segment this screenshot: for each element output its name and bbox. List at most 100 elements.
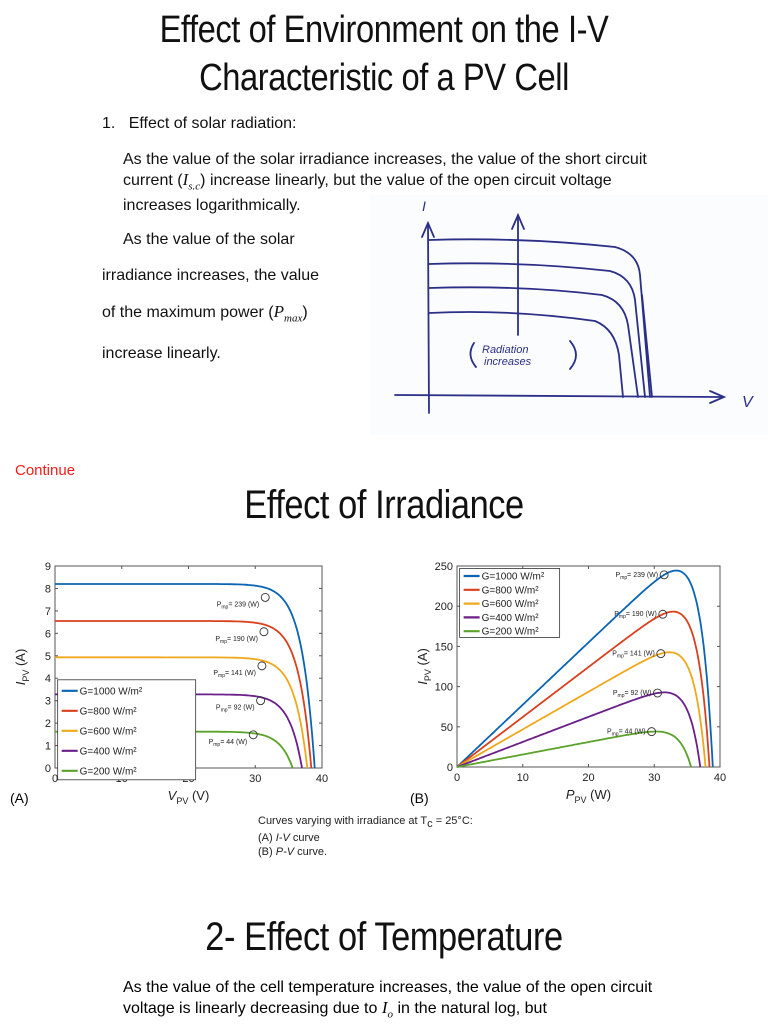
math-io: Io [382,998,394,1021]
text-line: of the maximum power (Pmax) [102,294,362,336]
x-tick-label: 0 [52,773,58,785]
text: As the value of the solar irradiance inc… [123,151,647,189]
series-line [55,620,313,769]
title-line-2: Characteristic of a PV Cell [199,57,569,99]
mpp-marker [653,688,662,698]
list-item-solar-radiation: 1. Effect of solar radiation: [102,114,296,134]
subscript: c [427,818,433,831]
math-symbol: I [182,170,189,189]
mpp-marker [656,649,666,659]
legend-entry: G=400 W/m² [80,746,138,757]
y-tick-label: 150 [435,641,453,653]
mpp-marker [647,727,657,737]
mpp-marker [260,592,270,602]
panel-label-a: (A) [10,790,29,806]
y-tick-label: 8 [45,583,51,595]
sketch-annotation: increases [484,356,532,368]
legend-entry: G=200 W/m² [482,627,540,638]
x-tick-label: 40 [714,772,726,784]
slide-title-irradiance: Effect of Irradiance [244,483,524,527]
x-tick-label: 0 [454,772,460,784]
text: Curves varying with irradiance at T [258,815,428,827]
caption-line: Curves varying with irradiance at Tc = 2… [258,814,473,831]
hand-sketch-iv-curves: I V Radiation increases [370,195,768,435]
mpp-label: Pmp= 239 (W) [217,601,260,610]
mpp-marker [259,627,269,637]
series-line [456,610,711,768]
y-axis-label: IPV (A) [415,648,433,685]
mpp-label: Pmp= 141 (W) [612,651,655,660]
mpp-label: Pmp= 44 (W) [607,729,646,738]
text: P-V [275,846,295,859]
text: = 25°C: [432,815,473,827]
chart-legend: G=1000 W/m² G=800 W/m² G=600 W/m² G=400 W/m… [459,568,561,638]
continue-label: Continue [15,462,76,479]
math-pmax: Pmax [273,302,303,324]
paragraph-temperature: As the value of the cell temperature inc… [123,978,683,1024]
text-line: increase linearly. [102,345,221,363]
legend-entry: G=1000 W/m² [80,686,143,697]
y-tick-label: 9 [45,561,51,573]
sketch-annotation: Radiation [482,344,528,356]
y-tick-label: 3 [45,696,51,708]
y-tick-label: 50 [441,722,453,734]
text: (A) [258,832,276,845]
text: curve. [294,846,328,859]
panel-label-b: (B) [410,790,429,806]
text-line: irradiance increases, the value [102,267,320,284]
y-tick-label: 250 [435,561,453,573]
y-tick-label: 200 [435,601,453,613]
caption-line: (A) I-V curve [258,831,473,845]
y-axis-label: IPV (A) [13,649,31,686]
math-symbol: P [273,302,284,321]
series-line [456,730,692,768]
mpp-marker [658,609,668,619]
legend-entry: G=1000 W/m² [482,572,545,583]
series-line [456,569,714,768]
mpp-label: Pmp= 92 (W) [216,705,255,714]
chart-legend: G=1000 W/m² G=800 W/m² G=600 W/m² G=400 W/m… [57,679,197,781]
x-tick-label: 20 [582,772,594,784]
text: curve [289,832,320,845]
mpp-label: Pmp= 92 (W) [613,690,652,699]
slide-title-iv-characteristic: Effect of Environment on the I-V Charact… [54,6,714,102]
text: ) increase linearly, but the value of th… [123,172,612,215]
y-tick-label: 6 [45,628,51,640]
text: (B) [258,846,276,859]
math-isc: Is.c [182,170,201,192]
legend-entry: G=600 W/m² [482,599,540,610]
series-line [55,656,309,769]
mpp-label: Pmp= 44 (W) [209,739,248,748]
mpp-marker [248,730,258,740]
mpp-label: Pmp= 141 (W) [213,670,256,679]
chart-pv-curve: 0 10 20 30 40 0 50 100 150 200 250 PPV (W) IPV (A) Pm… [415,561,726,805]
y-tick-label: 7 [45,606,51,618]
series-line [456,691,702,768]
y-tick-label: 1 [45,741,51,753]
x-tick-label: 40 [316,773,328,785]
mpp-label: Pmp= 190 (W) [215,636,258,645]
legend-entry: G=800 W/m² [482,585,540,596]
series-line [456,651,707,768]
mpp-marker [257,661,267,671]
mpp-marker [659,570,669,580]
x-axis-label: VPV (V) [168,788,210,806]
legend-entry: G=200 W/m² [80,766,138,777]
mpp-marker [256,696,266,706]
text: ) [302,304,308,321]
list-number: 1. [102,115,116,132]
sketch-x-label: V [742,394,754,411]
text: As the value of the cell temperature inc… [123,979,653,1017]
text: of the maximum power ( [102,304,274,321]
slide-title-temperature: 2- Effect of Temperature [205,915,563,959]
paragraph-short-circuit: As the value of the solar irradiance inc… [123,150,683,216]
paragraph-max-power: As the value of the solar irradiance inc… [102,222,362,372]
mpp-label: Pmp= 239 (W) [616,572,659,581]
legend-entry: G=600 W/m² [80,726,138,737]
y-tick-label: 2 [45,718,51,730]
text: in the natural log, but [393,1000,547,1017]
legend-entry: G=400 W/m² [482,613,540,624]
x-tick-label: 10 [517,772,529,784]
y-tick-label: 100 [435,682,453,694]
math-subscript: o [387,1008,394,1021]
